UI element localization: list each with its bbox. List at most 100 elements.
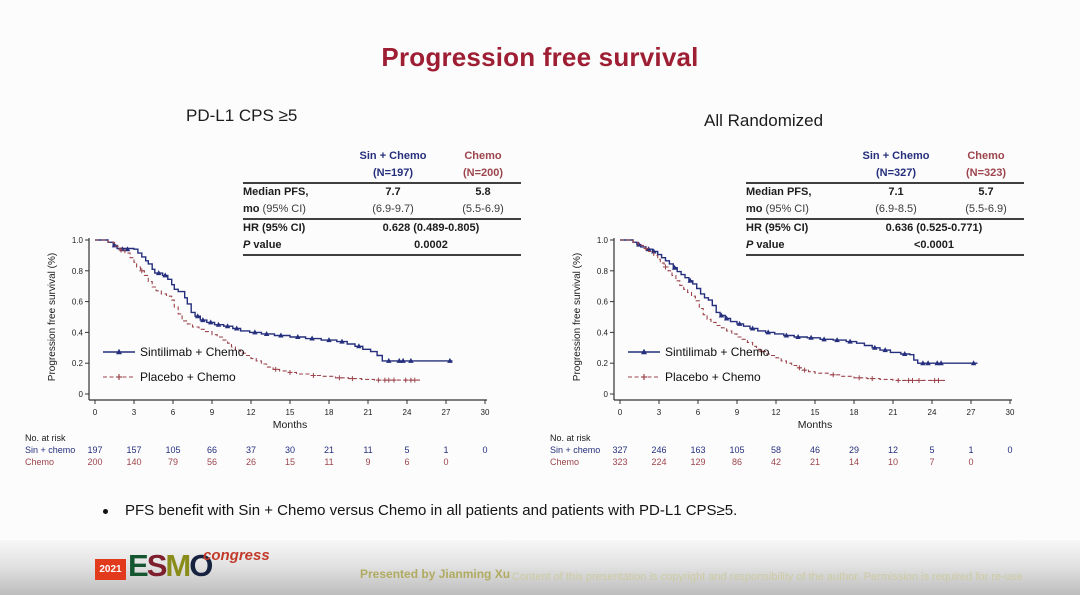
censor-mark-triangle bbox=[736, 320, 743, 326]
stats-table-right: Sin + Chemo Chemo (N=327) (N=323) Median… bbox=[746, 148, 1024, 256]
x-tick-label: 15 bbox=[811, 408, 820, 417]
y-tick-label: 0.4 bbox=[597, 328, 609, 337]
panel-subtitle-right: All Randomized bbox=[704, 111, 824, 130]
esmo-letter: O bbox=[189, 548, 213, 583]
risk-value: 12 bbox=[887, 445, 898, 455]
risk-value: 129 bbox=[690, 457, 706, 467]
legend-entry: Placebo + Chemo bbox=[103, 370, 236, 384]
x-tick-label: 30 bbox=[1006, 408, 1015, 417]
legend-label: Placebo + Chemo bbox=[665, 370, 761, 384]
y-tick-label: 1.0 bbox=[597, 236, 609, 245]
censor-mark-triangle bbox=[278, 332, 284, 338]
censor-mark-triangle bbox=[124, 246, 131, 252]
censor-mark-triangle bbox=[234, 325, 240, 331]
censor-mark-triangle bbox=[339, 338, 345, 344]
risk-value: 14 bbox=[848, 457, 859, 467]
risk-value: 37 bbox=[245, 445, 256, 455]
censor-mark-triangle bbox=[821, 336, 827, 342]
esmo-year-badge: 2021 bbox=[95, 559, 126, 580]
x-tick-label: 0 bbox=[93, 408, 98, 417]
x-tick-label: 9 bbox=[210, 408, 215, 417]
risk-value: 29 bbox=[848, 445, 859, 455]
risk-value: 79 bbox=[167, 457, 178, 467]
y-tick-label: 1.0 bbox=[72, 236, 84, 245]
risk-value: 26 bbox=[245, 457, 256, 467]
risk-row-label: Chemo bbox=[550, 457, 580, 467]
km-chart-all-randomized: 0 0.2 0.4 0.6 0.8 1.0 0 3 6 9 12 15 18 21 24 27 30 Months… bbox=[572, 236, 1015, 431]
median-label: Median PFS, bbox=[746, 186, 812, 198]
censor-mark-triangle bbox=[651, 248, 657, 254]
arm1-header: Sin + Chemo bbox=[359, 150, 427, 162]
risk-value: 0 bbox=[968, 457, 974, 467]
y-tick-label: 0.8 bbox=[72, 267, 84, 276]
x-tick-label: 24 bbox=[928, 408, 937, 417]
arm2-ci: (5.5-6.9) bbox=[445, 201, 521, 220]
risk-value: 1 bbox=[968, 445, 974, 455]
x-tick-label: 21 bbox=[889, 408, 898, 417]
legend-marker-triangle bbox=[116, 348, 122, 355]
risk-value: 200 bbox=[87, 457, 103, 467]
arm1-n: (N=327) bbox=[844, 165, 948, 184]
censor-mark-triangle bbox=[934, 360, 940, 366]
censor-mark-triangle bbox=[200, 317, 206, 323]
risk-row-label: Sin + chemo bbox=[25, 445, 76, 455]
censor-mark-triangle bbox=[400, 357, 406, 363]
y-tick-label: 0.8 bbox=[597, 267, 609, 276]
summary-bullet: PFS benefit with Sin + Chemo versus Chem… bbox=[103, 502, 1023, 519]
x-tick-label: 24 bbox=[403, 408, 412, 417]
risk-value: 327 bbox=[612, 445, 628, 455]
censor-mark-triangle bbox=[808, 334, 814, 340]
censor-mark-triangle bbox=[295, 334, 301, 340]
congress-label: congress bbox=[203, 547, 270, 564]
x-tick-label: 6 bbox=[696, 408, 701, 417]
arm2-n: (N=200) bbox=[445, 165, 521, 184]
stats-table-left: Sin + Chemo Chemo (N=197) (N=200) Median… bbox=[243, 148, 521, 256]
arm2-median: 5.7 bbox=[978, 186, 994, 198]
censor-mark-triangle bbox=[718, 312, 725, 318]
risk-value: 86 bbox=[731, 457, 742, 467]
risk-value: 5 bbox=[929, 445, 935, 455]
y-axis-label: Progression free survival (%) bbox=[47, 253, 58, 381]
bullet-icon bbox=[103, 509, 108, 514]
censor-mark-triangle bbox=[671, 264, 678, 270]
risk-value: 224 bbox=[651, 457, 667, 467]
legend-entry: Sintilimab + Chemo bbox=[628, 345, 770, 359]
censor-mark-triangle bbox=[408, 357, 414, 363]
censor-mark-triangle bbox=[847, 338, 853, 344]
x-tick-label: 30 bbox=[481, 408, 490, 417]
risk-value: 0 bbox=[482, 445, 488, 455]
risk-value: 10 bbox=[887, 457, 898, 467]
risk-table-header: No. at risk bbox=[25, 433, 66, 443]
median-label: Median PFS, bbox=[243, 186, 309, 198]
censor-mark-triangle bbox=[687, 277, 693, 283]
censor-mark-triangle bbox=[765, 329, 771, 335]
panel-subtitle-left: PD-L1 CPS ≥5 bbox=[186, 106, 298, 125]
censor-mark-triangle bbox=[224, 323, 231, 329]
p-value: 0.0002 bbox=[341, 237, 521, 256]
risk-value: 56 bbox=[206, 457, 217, 467]
censor-mark-triangle bbox=[882, 347, 888, 353]
censor-mark-triangle bbox=[783, 332, 790, 338]
arm2-n: (N=323) bbox=[948, 165, 1024, 184]
censor-mark-triangle bbox=[938, 360, 944, 366]
arm2-header: Chemo bbox=[967, 150, 1005, 162]
censor-mark-triangle bbox=[749, 325, 756, 331]
x-axis-label: Months bbox=[273, 419, 307, 431]
risk-value: 140 bbox=[126, 457, 142, 467]
censor-mark-triangle bbox=[252, 329, 258, 335]
censor-mark-triangle bbox=[208, 319, 214, 325]
censor-mark-triangle bbox=[447, 357, 453, 363]
y-tick-label: 0.6 bbox=[72, 298, 84, 307]
legend-entry: Sintilimab + Chemo bbox=[103, 345, 245, 359]
x-tick-label: 15 bbox=[286, 408, 295, 417]
esmo-letter: M bbox=[165, 548, 191, 583]
risk-value: 66 bbox=[206, 445, 217, 455]
km-curve-placebo bbox=[620, 239, 945, 381]
esmo-wordmark: ESMO bbox=[128, 548, 213, 583]
censor-mark-triangle bbox=[795, 334, 801, 340]
median-unit-label: mo (95% CI) bbox=[243, 201, 341, 220]
censor-mark-triangle bbox=[925, 360, 931, 366]
hr-value: 0.628 (0.489-0.805) bbox=[382, 222, 480, 234]
risk-value: 163 bbox=[690, 445, 706, 455]
km-curve-sintilimab bbox=[620, 239, 978, 364]
